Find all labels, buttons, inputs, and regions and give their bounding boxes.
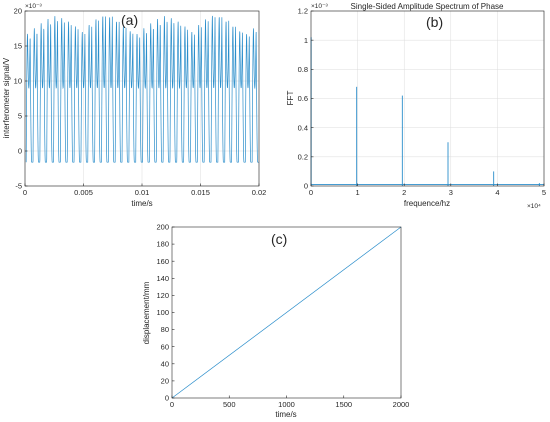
panel-b-x-exponent: ×10⁴ [527,203,541,210]
panel-b-y-tick-label: 1 [304,36,308,45]
panel-b-y-tick-label: 1.2 [298,7,308,16]
panel-c-y-tick-label: 100 [156,308,169,317]
panel-c-y-ticks: 0 20 40 60 80 100 120 140 160 180 200 [156,223,175,403]
panel-a-x-tick-label: 0.01 [135,188,150,197]
panel-b-grid [310,10,545,187]
panel-b-y-tick-label: 0 [304,182,308,191]
panel-c-y-tick-label: 120 [156,291,169,300]
panel-b-y-exponent: ×10⁻³ [311,3,328,10]
panel-b-x-tick-label: 3 [449,188,453,197]
panel-a-x-tick-label: 0.02 [252,188,267,197]
panel-b-y-ticks: 0 0.2 0.4 0.6 0.8 1 1.2 [298,7,314,191]
panel-b-x-label: frequence/hz [404,199,450,208]
panel-a-y-exponent: ×10⁻³ [25,3,42,10]
panel-b-x-tick-label: 1 [356,188,360,197]
panel-c-y-tick-label: 180 [156,240,169,249]
panel-a-y-tick-label: 0 [18,147,22,156]
panel-c-y-tick-label: 140 [156,274,169,283]
panel-a-y-tick-label: 5 [18,112,22,121]
panel-c-x-ticks: 0 500 1000 1500 2000 [170,395,410,409]
panel-b-amplitude-spectrum: 0 1 2 3 4 5 0 0.2 0.4 0.6 0.8 1 1.2 ×10⁻³ Single-Si… [286,2,546,210]
panel-c-x-tick-label: 0 [170,400,174,409]
panel-b-y-label: FFT [286,91,295,106]
panel-c-label: (c) [271,231,287,247]
panel-c-x-tick-label: 1000 [278,400,295,409]
panel-c-y-tick-label: 160 [156,257,169,266]
panel-b-y-tick-label: 0.6 [298,94,308,103]
panel-a-x-ticks: 0 0.005 0.01 0.015 0.02 [23,183,267,197]
panel-a-y-ticks: -5 0 5 10 15 20 [14,7,28,191]
panel-a-y-tick-label: 10 [14,77,22,86]
panel-c-y-tick-label: 60 [161,342,169,351]
panel-c-y-tick-label: 0 [165,394,169,403]
panel-c-x-tick-label: 500 [223,400,236,409]
panel-c-displacement: 0 500 1000 1500 2000 0 20 40 60 80 100 120 140 160 18… [142,223,409,419]
panel-a-x-tick-label: 0.015 [191,188,210,197]
panel-a-y-tick-label: -5 [15,182,22,191]
panel-c-displacement-line [171,226,402,399]
panel-b-x-tick-label: 5 [542,188,546,197]
panel-b-x-tick-label: 2 [402,188,406,197]
panel-c-x-label: time/s [275,410,296,419]
panel-c-y-label: displacement/mm [142,281,151,344]
panel-b-label: (b) [426,14,443,30]
panel-a-y-tick-label: 15 [14,42,22,51]
panel-a-y-tick-label: 20 [14,7,22,16]
panel-c-x-tick-label: 1500 [335,400,352,409]
panel-b-y-tick-label: 0.4 [298,123,308,132]
panel-c-y-tick-label: 40 [161,359,169,368]
panel-c-y-tick-label: 200 [156,223,169,232]
panel-b-y-tick-label: 0.2 [298,152,308,161]
panel-b-title: Single-Sided Amplitude Spectrum of Phase [351,2,505,11]
panel-c-y-tick-label: 80 [161,325,169,334]
panel-a-y-label: interferometer signal/V [2,57,11,138]
panel-c-y-tick-label: 20 [161,377,169,386]
panel-b-x-tick-label: 0 [309,188,313,197]
panel-b-y-tick-label: 0.8 [298,65,308,74]
panel-b-spectrum-peaks [310,37,544,186]
panel-b-x-ticks: 0 1 2 3 4 5 [309,183,546,197]
panel-a-x-tick-label: 0 [23,188,27,197]
panel-b-x-tick-label: 4 [495,188,499,197]
panel-a-x-tick-label: 0.005 [74,188,93,197]
panel-a-label: (a) [121,12,138,28]
panel-a-x-label: time/s [131,199,152,208]
panel-a-signal-line [25,15,259,163]
panel-c-x-tick-label: 2000 [393,400,410,409]
